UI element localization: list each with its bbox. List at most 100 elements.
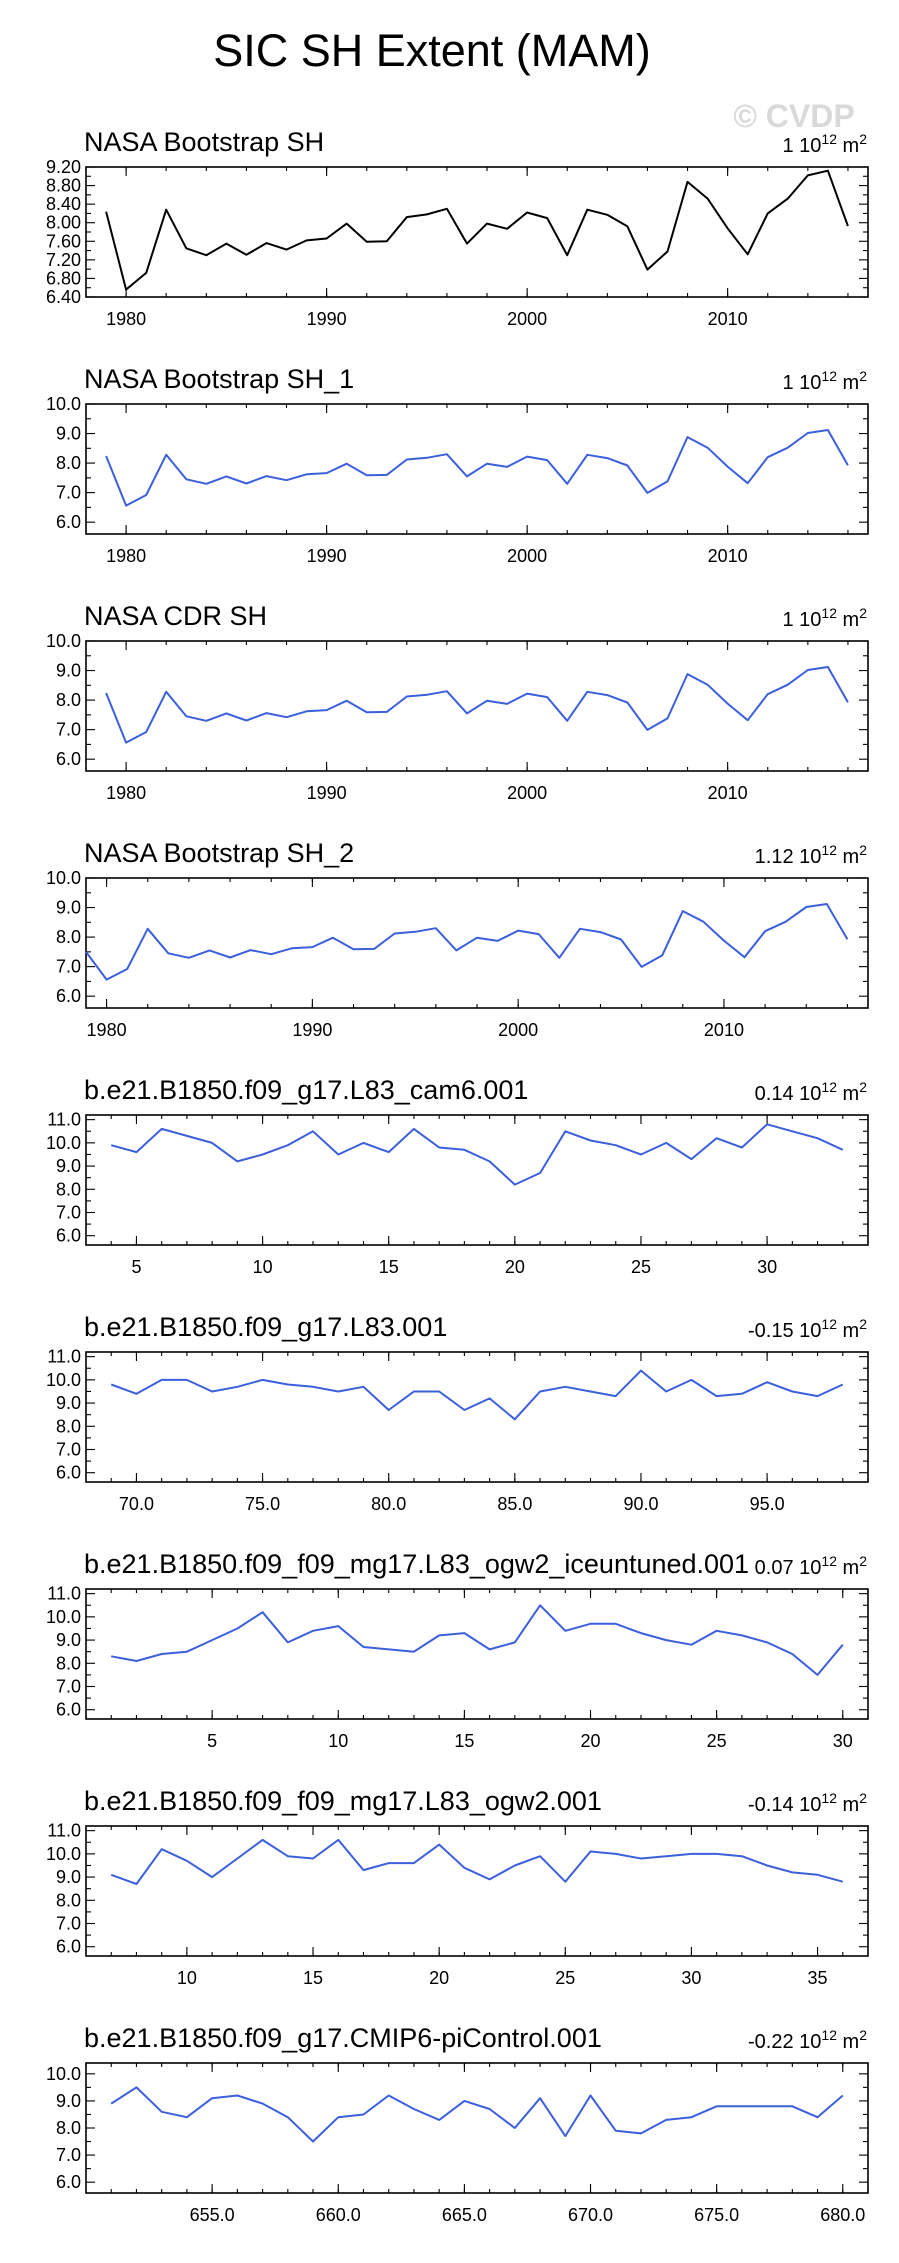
ytick-label: 9.0 (56, 1630, 81, 1650)
trend-label: 0.07 1012 m2 (755, 1553, 868, 1579)
ytick-label: 6.0 (56, 1700, 81, 1720)
xtick-label: 80.0 (371, 1494, 406, 1514)
trend-label: -0.15 1012 m2 (748, 1316, 867, 1342)
ytick-label: 6.0 (56, 1463, 81, 1483)
ytick-label: 7.0 (56, 1677, 81, 1697)
ytick-label: 7.20 (46, 250, 81, 270)
panel-title: b.e21.B1850.f09_f09_mg17.L83_ogw2_iceunt… (84, 1549, 749, 1579)
plot-frame (85, 640, 869, 772)
xtick-label: 30 (681, 1968, 701, 1988)
xtick-label: 1990 (307, 546, 347, 566)
ytick-label: 7.60 (46, 231, 81, 251)
ytick-label: 10.0 (46, 1844, 81, 1864)
xtick-label: 30 (757, 1257, 777, 1277)
ytick-label: 8.0 (56, 1653, 81, 1673)
panel-title: NASA CDR SH (84, 601, 267, 631)
chart-panel: b.e21.B1850.f09_g17.CMIP6-piControl.001 -… (46, 2023, 869, 2225)
xtick-label: 20 (581, 1731, 601, 1751)
xtick-label: 10 (177, 1968, 197, 1988)
panel-title: b.e21.B1850.f09_g17.L83.001 (84, 1312, 447, 1342)
xtick-label: 2010 (704, 1020, 744, 1040)
panels: NASA Bootstrap SH 1 1012 m26.406.807.207.… (46, 127, 869, 2225)
ytick-label: 8.0 (56, 927, 81, 947)
series-line (85, 903, 849, 981)
plot-frame (85, 2062, 869, 2194)
xtick-label: 2000 (498, 1020, 538, 1040)
xtick-label: 1990 (292, 1020, 332, 1040)
xtick-label: 2000 (507, 783, 547, 803)
xtick-label: 10 (253, 1257, 273, 1277)
ytick-label: 7.0 (56, 1203, 81, 1223)
ytick-label: 8.0 (56, 1890, 81, 1910)
xtick-label: 1990 (307, 309, 347, 329)
chart-panel: b.e21.B1850.f09_f09_mg17.L83_ogw2.001 -0.… (46, 1786, 869, 1988)
xtick-label: 675.0 (694, 2205, 739, 2225)
ytick-label: 11.0 (47, 1821, 81, 1841)
ytick-label: 7.0 (56, 1914, 81, 1934)
xtick-label: 15 (454, 1731, 474, 1751)
panel-title: b.e21.B1850.f09_g17.CMIP6-piControl.001 (84, 2023, 602, 2053)
chart-panel: b.e21.B1850.f09_g17.L83.001 -0.15 1012 m2… (46, 1312, 869, 1514)
ytick-label: 9.0 (56, 1393, 81, 1413)
series-line (110, 2086, 844, 2143)
trend-label: 1 1012 m2 (782, 131, 867, 157)
series-line (105, 169, 849, 291)
xtick-label: 1980 (106, 783, 146, 803)
chart-panel: NASA CDR SH 1 1012 m2 6.0 7.0 8.0 9.0 10.0 1980… (46, 601, 869, 803)
series-line (105, 429, 849, 507)
xtick-label: 25 (555, 1968, 575, 1988)
plot-frame (85, 877, 869, 1009)
ytick-label: 6.0 (56, 1226, 81, 1246)
xtick-label: 1980 (106, 309, 146, 329)
xtick-label: 660.0 (316, 2205, 361, 2225)
plot-frame (85, 166, 869, 298)
xtick-label: 680.0 (820, 2205, 865, 2225)
xtick-label: 25 (707, 1731, 727, 1751)
ytick-label: 10.0 (46, 2064, 81, 2084)
cvdp-watermark: © CVDP (733, 98, 854, 134)
ytick-label: 6.0 (56, 2172, 81, 2192)
ytick-label: 10.0 (46, 631, 81, 651)
trend-label: 1 1012 m2 (782, 368, 867, 394)
ytick-label: 9.0 (56, 1867, 81, 1887)
ytick-label: 8.0 (56, 2118, 81, 2138)
panel-title: NASA Bootstrap SH_1 (84, 364, 354, 394)
ytick-label: 7.0 (56, 1440, 81, 1460)
xtick-label: 2010 (708, 309, 748, 329)
xtick-label: 10 (328, 1731, 348, 1751)
ytick-label: 10.0 (46, 1133, 81, 1153)
ytick-label: 6.0 (56, 749, 81, 769)
plot-frame (85, 1351, 869, 1483)
ytick-label: 10.0 (46, 1607, 81, 1627)
chart-panel: b.e21.B1850.f09_g17.L83_cam6.001 0.14 101… (46, 1075, 869, 1277)
xtick-label: 15 (379, 1257, 399, 1277)
ytick-label: 9.20 (46, 157, 81, 177)
xtick-label: 35 (808, 1968, 828, 1988)
chart-panel: NASA Bootstrap SH_2 1.12 1012 m2 6.0 7.0 8.0… (46, 838, 869, 1040)
ytick-label: 6.80 (46, 268, 81, 288)
chart-panel: b.e21.B1850.f09_f09_mg17.L83_ogw2_iceunt… (46, 1549, 869, 1751)
ytick-label: 9.0 (56, 898, 81, 918)
xtick-label: 670.0 (568, 2205, 613, 2225)
xtick-label: 2010 (708, 783, 748, 803)
xtick-label: 25 (631, 1257, 651, 1277)
xtick-label: 75.0 (245, 1494, 280, 1514)
xtick-label: 1980 (87, 1020, 127, 1040)
panel-title: NASA Bootstrap SH (84, 127, 324, 157)
xtick-label: 1990 (307, 783, 347, 803)
ytick-label: 8.0 (56, 1179, 81, 1199)
xtick-label: 15 (303, 1968, 323, 1988)
ytick-label: 11.0 (47, 1584, 81, 1604)
xtick-label: 5 (207, 1731, 217, 1751)
plot-frame (85, 1825, 869, 1957)
ytick-label: 9.0 (56, 2091, 81, 2111)
trend-label: 1 1012 m2 (782, 605, 867, 631)
series-line (110, 1838, 844, 1885)
ytick-label: 6.0 (56, 512, 81, 532)
ytick-label: 10.0 (46, 394, 81, 414)
ytick-label: 9.0 (56, 1156, 81, 1176)
trend-label: 0.14 1012 m2 (755, 1079, 868, 1105)
series-line (111, 1604, 844, 1676)
ytick-label: 8.40 (46, 194, 81, 214)
